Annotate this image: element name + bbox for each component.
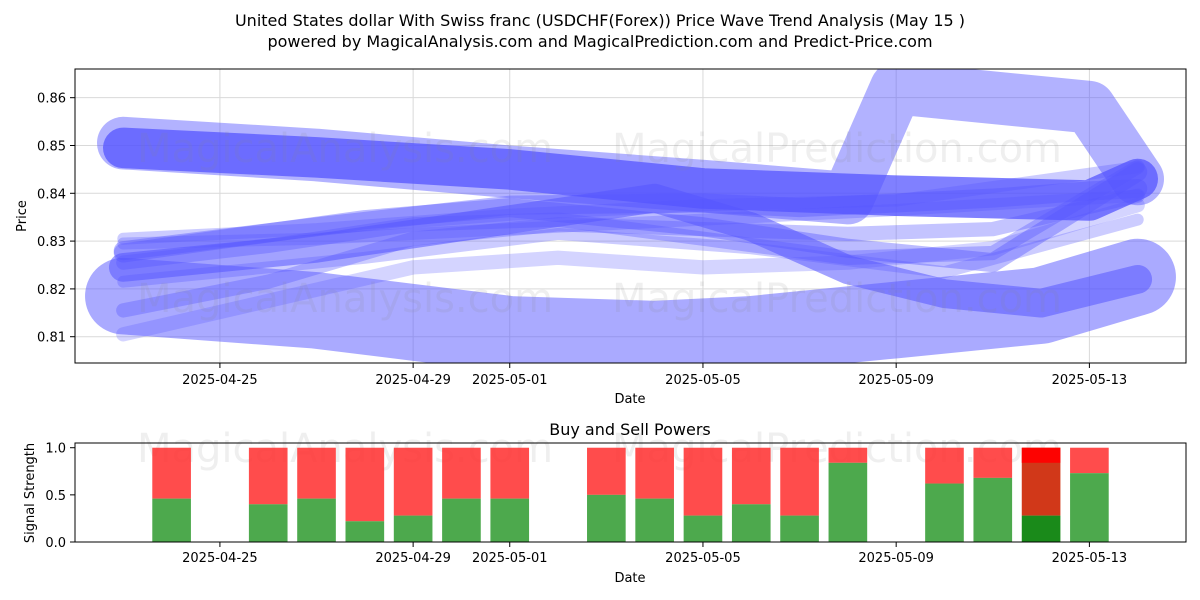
wave-band-10: [117, 213, 1144, 288]
watermark-prediction-2: MagicalPrediction.com: [612, 276, 1062, 322]
buy-bar: [1070, 473, 1109, 542]
wave-band-6: [116, 159, 1145, 270]
wave-band-3: [108, 183, 1153, 318]
price-x-tick-label: 2025-05-01: [472, 373, 548, 388]
price-x-tick-label: 2025-04-29: [375, 373, 451, 388]
signal-x-label: Date: [614, 571, 645, 586]
buy-bar: [345, 521, 385, 542]
price-axis-ticks: 2025-04-25 2025-04-29 2025-05-01 2025-05-05…: [37, 92, 1127, 388]
watermark-analysis-2: MagicalAnalysis.com: [137, 276, 553, 322]
sell-bar: [731, 447, 771, 505]
buy-bar: [925, 483, 964, 542]
sell-bar: [297, 447, 336, 499]
signal-x-tick-label: 2025-04-29: [375, 551, 451, 566]
price-y-tick-label: 0.84: [37, 187, 66, 202]
sell-bar: [925, 447, 964, 484]
signal-x-tick-label: 2025-05-13: [1052, 551, 1128, 566]
watermark-analysis: MagicalAnalysis.com: [137, 126, 553, 172]
watermark-prediction: MagicalPrediction.com: [612, 126, 1062, 172]
buy-bar: [442, 498, 481, 542]
sell-bar: [780, 447, 819, 516]
wave-band-0: [103, 127, 1158, 221]
price-x-tick-label: 2025-05-05: [665, 373, 741, 388]
sell-bar: [587, 447, 626, 495]
price-x-tick-label: 2025-05-09: [858, 373, 934, 388]
buy-bar: [152, 498, 191, 542]
buy-bar: [393, 515, 433, 542]
price-plot-frame: [74, 68, 1187, 364]
sell-bar: [635, 447, 674, 499]
price-y-tick-label: 0.85: [37, 139, 66, 154]
buy-bar: [587, 494, 626, 542]
wave-band-1: [97, 69, 1164, 225]
sell-bar: [393, 447, 433, 516]
buy-bar: [297, 498, 336, 542]
buy-bar: [490, 498, 530, 542]
signal-y-label: Signal Strength: [23, 443, 38, 543]
buy-bar: [1021, 515, 1061, 542]
price-waves: [85, 69, 1176, 363]
sell-bar: [345, 447, 385, 522]
signal-bars: [152, 447, 1109, 542]
signal-y-tick-label: 1.0: [45, 442, 66, 457]
sell-bar: [973, 447, 1013, 478]
sell-peak-bar: [1021, 447, 1061, 463]
watermark-analysis-3: MagicalAnalysis.com: [137, 426, 553, 472]
wave-band-8: [116, 198, 1145, 342]
wave-band-9: [117, 189, 1144, 250]
buy-bar: [973, 477, 1013, 542]
buy-bar: [683, 515, 723, 542]
chart-subtitle: powered by MagicalAnalysis.com and Magic…: [267, 32, 932, 51]
signal-plot-frame: [74, 442, 1187, 543]
signal-y-tick-label: 0.5: [45, 489, 66, 504]
buy-bar: [828, 462, 868, 542]
signal-y-tick-label: 0.0: [45, 536, 66, 551]
signal-axis-ticks: 2025-04-25 2025-04-29 2025-05-01 2025-05-05…: [45, 442, 1127, 566]
sell-bar: [683, 447, 723, 516]
signal-x-tick-label: 2025-05-01: [472, 551, 548, 566]
signal-x-tick-label: 2025-05-05: [665, 551, 741, 566]
price-y-tick-label: 0.82: [37, 283, 66, 298]
sell-bar: [1070, 447, 1109, 474]
chart-title: United States dollar With Swiss franc (U…: [235, 11, 965, 30]
signal-x-tick-label: 2025-05-09: [858, 551, 934, 566]
buy-bar: [731, 504, 771, 542]
sell-bar: [442, 447, 481, 499]
price-y-tick-label: 0.86: [37, 92, 66, 107]
price-x-label: Date: [614, 392, 645, 407]
sell-bar: [828, 447, 868, 463]
wave-band-5: [113, 162, 1148, 273]
wave-band-4: [113, 178, 1148, 261]
signal-x-tick-label: 2025-04-25: [182, 551, 258, 566]
price-x-tick-label: 2025-04-25: [182, 373, 258, 388]
wave-band-7: [116, 188, 1145, 318]
buy-bar: [635, 498, 674, 542]
price-x-tick-label: 2025-05-13: [1052, 373, 1128, 388]
price-y-label: Price: [15, 200, 30, 232]
price-y-tick-label: 0.81: [37, 331, 66, 346]
sell-bar: [152, 447, 191, 499]
buy-bar: [248, 504, 288, 542]
wave-band-11: [117, 161, 1144, 245]
buy-bar: [780, 515, 819, 542]
sell-bar: [248, 447, 288, 505]
signal-title: Buy and Sell Powers: [549, 420, 711, 439]
price-y-tick-label: 0.83: [37, 235, 66, 250]
sell-bar: [490, 447, 530, 499]
